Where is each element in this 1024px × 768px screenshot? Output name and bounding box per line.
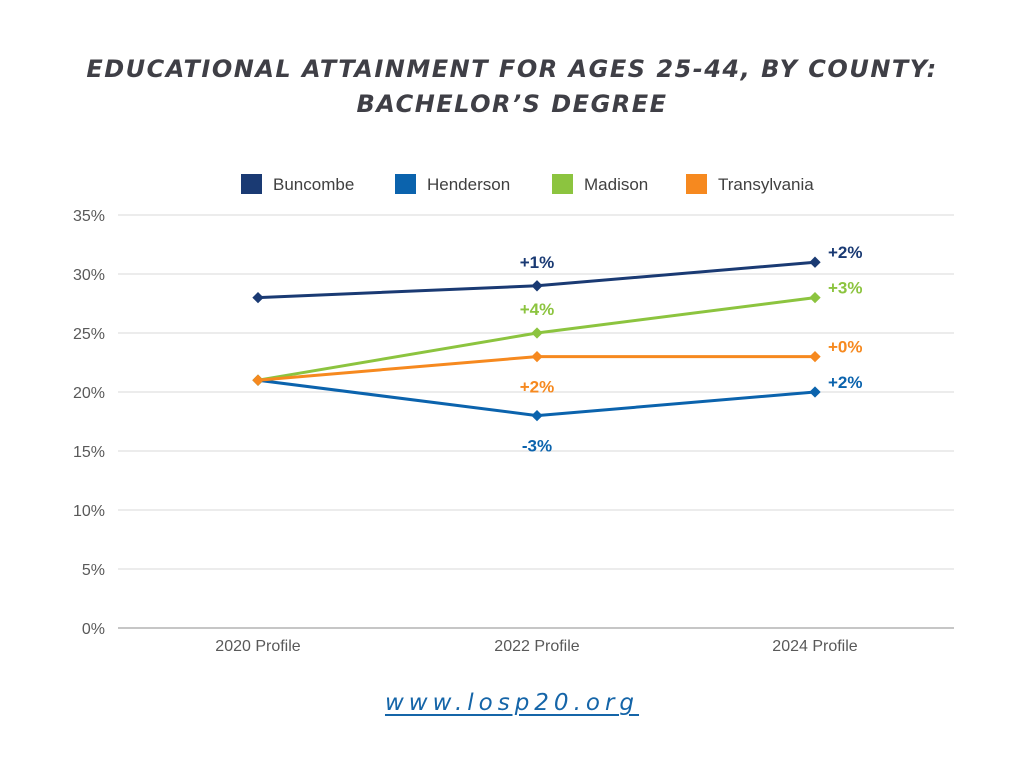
data-label-transylvania: +2% xyxy=(520,378,555,397)
chart-title: EDUCATIONAL ATTAINMENT FOR AGES 25-44, B… xyxy=(0,52,1024,122)
data-point-transylvania xyxy=(531,350,543,363)
data-point-buncombe xyxy=(531,280,543,292)
y-tick-label: 15% xyxy=(73,444,105,461)
data-label-madison: +3% xyxy=(828,279,863,298)
data-point-transylvania xyxy=(252,374,264,386)
data-label-buncombe: +1% xyxy=(520,253,555,272)
data-label-buncombe: +2% xyxy=(828,243,863,262)
data-point-transylvania xyxy=(809,350,821,363)
y-tick-label: 0% xyxy=(82,621,105,638)
y-tick-label: 20% xyxy=(73,385,105,402)
legend-label-transylvania: Transylvania xyxy=(718,175,814,194)
chart-title-line-1: EDUCATIONAL ATTAINMENT FOR AGES 25-44, B… xyxy=(86,55,938,83)
data-point-buncombe xyxy=(252,291,264,304)
data-point-henderson xyxy=(809,386,821,398)
data-point-buncombe xyxy=(809,256,821,268)
data-label-henderson: -3% xyxy=(522,437,552,456)
data-label-transylvania: +0% xyxy=(828,338,863,357)
y-tick-label: 25% xyxy=(73,326,105,343)
data-point-henderson xyxy=(531,409,543,422)
y-tick-label: 10% xyxy=(73,503,105,520)
legend-label-buncombe: Buncombe xyxy=(273,175,354,194)
y-tick-label: 5% xyxy=(82,562,105,579)
x-tick-label: 2022 Profile xyxy=(494,638,579,655)
website-link[interactable]: www.losp20.org xyxy=(384,690,640,716)
chart-title-line-2: BACHELOR’S DEGREE xyxy=(356,90,668,118)
legend-swatch-madison xyxy=(552,174,573,194)
legend-label-madison: Madison xyxy=(584,175,648,194)
data-point-madison xyxy=(809,291,821,304)
y-tick-label: 35% xyxy=(73,208,105,225)
data-label-henderson: +2% xyxy=(828,373,863,392)
legend-swatch-transylvania xyxy=(686,174,707,194)
data-label-madison: +4% xyxy=(520,300,555,319)
legend-label-henderson: Henderson xyxy=(427,175,510,194)
data-point-madison xyxy=(531,327,543,339)
y-tick-label: 30% xyxy=(73,267,105,284)
x-tick-label: 2024 Profile xyxy=(772,638,857,655)
x-tick-label: 2020 Profile xyxy=(215,638,300,655)
legend-swatch-henderson xyxy=(395,174,416,194)
legend-swatch-buncombe xyxy=(241,174,262,194)
